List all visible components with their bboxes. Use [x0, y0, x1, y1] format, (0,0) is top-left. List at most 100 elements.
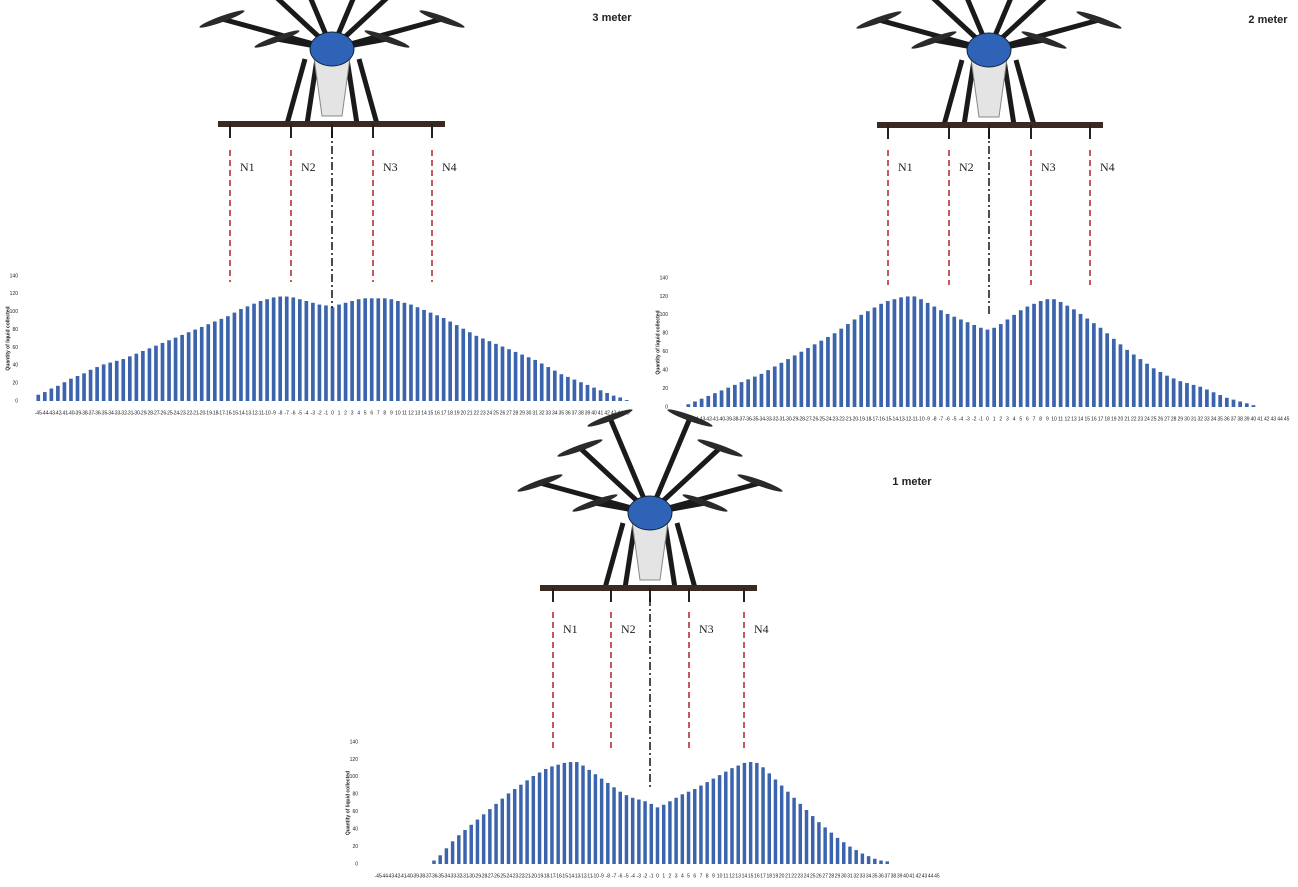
- x-tick-label: 33: [1204, 416, 1210, 422]
- x-tick-label: 14: [421, 410, 427, 416]
- bar: [625, 795, 628, 864]
- x-tick-label: 1: [993, 416, 996, 422]
- bar: [693, 789, 696, 864]
- nozzle-label: N4: [754, 622, 769, 636]
- bar: [350, 301, 354, 401]
- bar: [687, 792, 690, 864]
- x-tick-label: 22: [474, 410, 480, 416]
- bar: [830, 833, 833, 864]
- bar: [1092, 323, 1096, 407]
- drone-body: [628, 496, 672, 530]
- bar: [780, 363, 784, 407]
- x-tick-label: 3: [1006, 416, 1009, 422]
- x-tick-label: 5: [364, 410, 367, 416]
- x-tick-label: 2: [669, 873, 672, 879]
- x-tick-label: 30: [526, 410, 532, 416]
- x-tick-label: 13: [415, 410, 421, 416]
- x-tick-label: 44: [1277, 416, 1283, 422]
- y-tick-label: 0: [665, 404, 668, 410]
- bar: [806, 348, 810, 407]
- x-tick-label: 27: [506, 410, 512, 416]
- bar: [724, 772, 727, 864]
- bar: [451, 841, 454, 864]
- bar: [867, 856, 870, 864]
- y-tick-label: 0: [355, 861, 358, 867]
- bar: [720, 390, 724, 407]
- x-tick-label: -1: [979, 416, 984, 422]
- x-tick-label: 23: [1138, 416, 1144, 422]
- bar: [396, 301, 400, 401]
- bar: [533, 360, 537, 401]
- x-tick-label: 45: [1284, 416, 1290, 422]
- x-tick-label: 38: [1237, 416, 1243, 422]
- bar: [1218, 395, 1222, 407]
- bar: [507, 349, 511, 401]
- x-tick-label: -5: [624, 873, 629, 879]
- x-tick-label: 12: [729, 873, 735, 879]
- bar: [167, 340, 171, 401]
- bar: [438, 855, 441, 864]
- bar: [811, 816, 814, 864]
- x-tick-label: 7: [700, 873, 703, 879]
- y-tick-label: 80: [12, 327, 18, 333]
- bar: [581, 766, 584, 864]
- bar: [213, 322, 217, 401]
- bar: [706, 396, 710, 407]
- bar: [544, 769, 547, 864]
- boom: [540, 585, 757, 591]
- bar: [344, 303, 348, 401]
- bar: [265, 299, 269, 401]
- x-tick-label: 27: [1164, 416, 1170, 422]
- bar: [494, 344, 498, 401]
- propeller: [198, 8, 245, 30]
- bar: [817, 822, 820, 864]
- x-tick-label: 8: [1039, 416, 1042, 422]
- x-tick-label: 41: [598, 410, 604, 416]
- bar: [774, 779, 777, 864]
- x-tick-label: 19: [454, 410, 460, 416]
- bar: [337, 305, 341, 401]
- bar: [799, 352, 803, 407]
- x-tick-label: 27: [822, 873, 828, 879]
- y-tick-label: 140: [660, 275, 669, 281]
- bar: [76, 376, 80, 401]
- x-tick-label: 30: [1184, 416, 1190, 422]
- bar: [95, 367, 99, 401]
- x-tick-label: 41: [1257, 416, 1263, 422]
- chart-title: 2 meter: [1248, 14, 1288, 26]
- bar: [390, 299, 394, 401]
- x-tick-label: -4: [304, 410, 309, 416]
- bar: [56, 386, 60, 401]
- x-tick-label: 24: [487, 410, 493, 416]
- chart-title: 1 meter: [892, 476, 932, 488]
- bar: [445, 848, 448, 864]
- x-tick-label: 15: [428, 410, 434, 416]
- bar: [839, 329, 843, 407]
- drone-body: [310, 32, 354, 66]
- bar: [1019, 310, 1023, 407]
- bar: [805, 810, 808, 864]
- y-tick-label: 80: [662, 331, 668, 337]
- bar: [886, 301, 890, 407]
- bar: [799, 804, 802, 864]
- bar: [476, 820, 479, 864]
- panel: 3 meter020406080100120140Quantity of liq…: [5, 0, 632, 416]
- bar: [743, 763, 746, 864]
- x-tick-label: 25: [1151, 416, 1157, 422]
- x-tick-label: 9: [390, 410, 393, 416]
- bar: [866, 311, 870, 407]
- x-tick-label: 28: [513, 410, 519, 416]
- x-tick-label: 31: [532, 410, 538, 416]
- bar: [291, 297, 295, 401]
- x-tick-label: 26: [816, 873, 822, 879]
- x-tick-label: 16: [434, 410, 440, 416]
- x-tick-label: 10: [1051, 416, 1057, 422]
- bar: [455, 325, 459, 401]
- propeller: [516, 472, 563, 494]
- bar: [713, 393, 717, 407]
- x-tick-label: 32: [1197, 416, 1203, 422]
- chart-title: 3 meter: [592, 12, 632, 24]
- nozzle-label: N4: [442, 160, 457, 174]
- bar: [463, 830, 466, 864]
- bar: [586, 385, 590, 401]
